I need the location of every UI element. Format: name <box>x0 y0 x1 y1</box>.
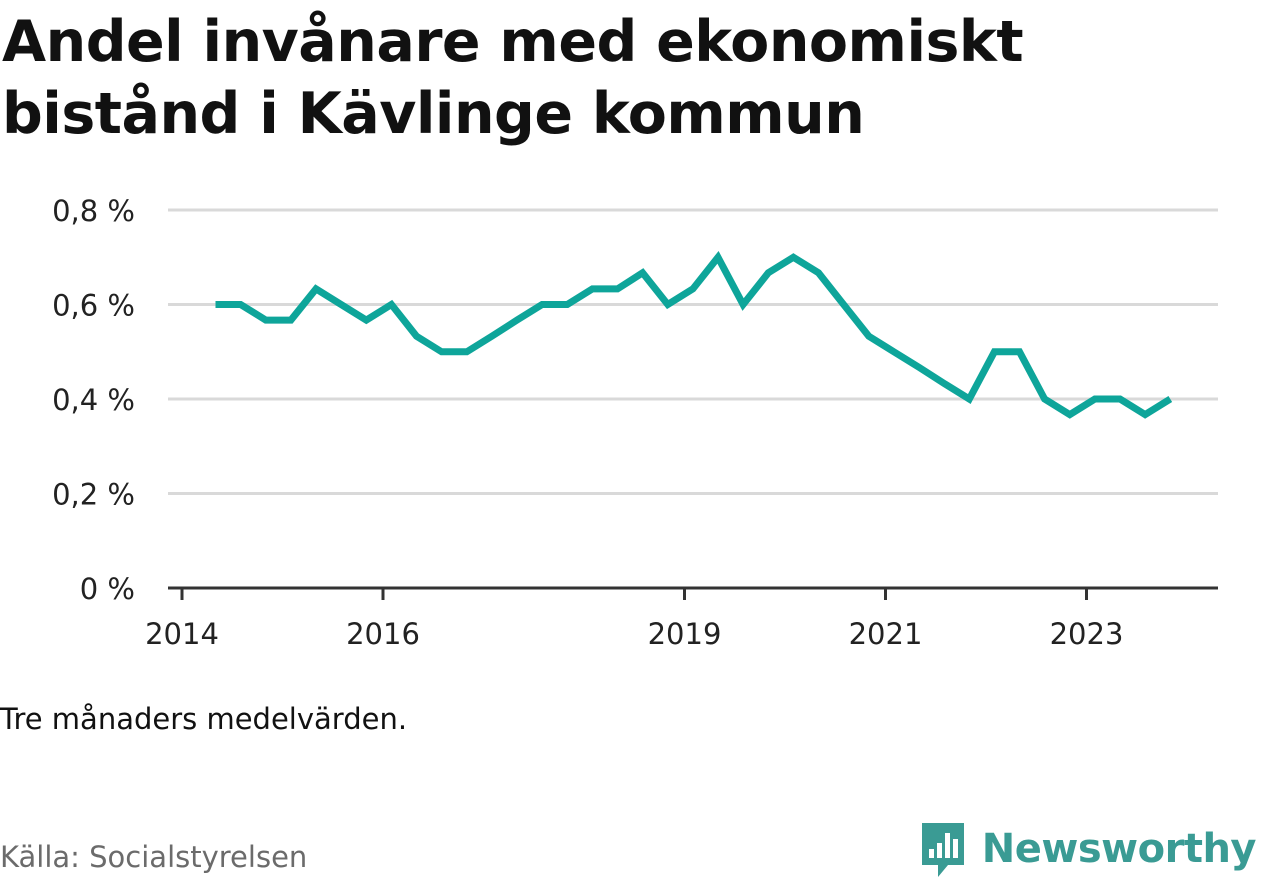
y-tick-label: 0 % <box>80 572 135 606</box>
chart-title: Andel invånare med ekonomiskt bistånd i … <box>2 9 1024 147</box>
y-tick-label: 0,8 % <box>52 194 135 228</box>
y-tick-label: 0,2 % <box>52 478 135 512</box>
grid-lines <box>168 208 1218 495</box>
series-line <box>215 250 1173 419</box>
x-tick-label: 2023 <box>1050 617 1124 651</box>
newsworthy-logo-icon <box>921 823 964 877</box>
x-tick-label: 2014 <box>145 617 219 651</box>
series-group <box>215 250 1173 419</box>
brand-logo[interactable]: Newsworthy <box>918 818 1257 880</box>
x-tick-label: 2021 <box>849 617 923 651</box>
y-tick-label: 0,6 % <box>52 289 135 323</box>
y-tick-label: 0,4 % <box>52 383 135 417</box>
x-axis: 2014 2016 2019 2021 2023 <box>145 586 1218 651</box>
line-chart: 0 % 0,2 % 0,4 % 0,6 % 0,8 % 2014 2016 2019 2021… <box>52 194 1218 651</box>
x-tick-label: 2019 <box>648 617 722 651</box>
chart-note: Tre månaders medelvärden. <box>0 702 408 736</box>
source-text: Källa: Socialstyrelsen <box>0 840 308 874</box>
y-axis: 0 % 0,2 % 0,4 % 0,6 % 0,8 % <box>52 194 135 606</box>
x-tick-label: 2016 <box>346 617 420 651</box>
brand-name: Newsworthy <box>981 826 1257 872</box>
